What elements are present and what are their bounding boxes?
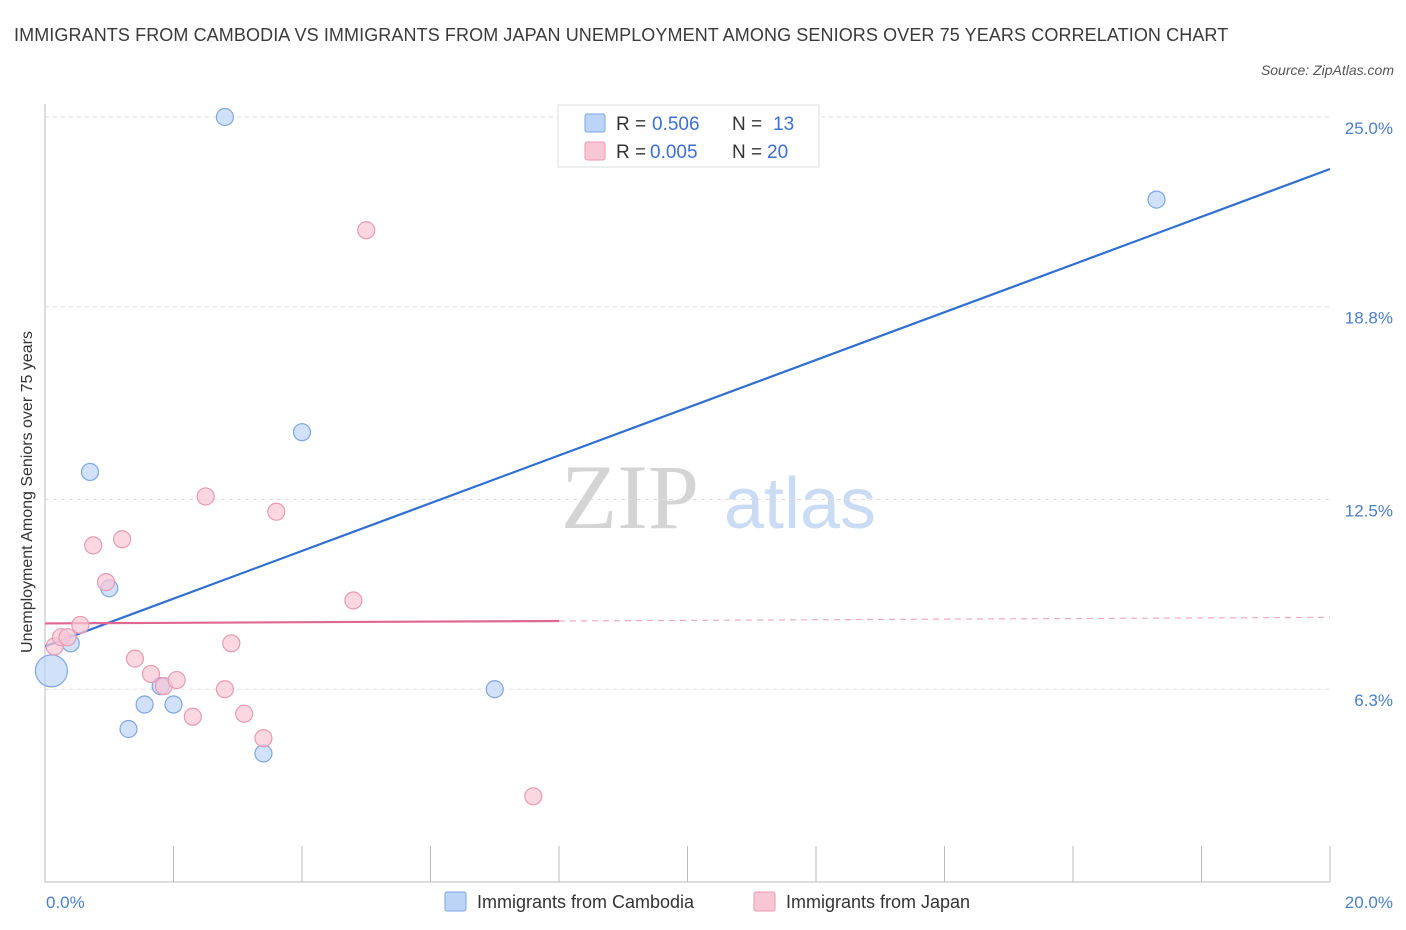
- trend-line-1-solid: [44, 619, 560, 625]
- data-point-japan-10: [167, 670, 186, 690]
- watermark-zip: ZIP: [561, 446, 699, 548]
- watermark-atlas: atlas: [724, 464, 876, 544]
- legend-n-label-japan: N =: [732, 142, 762, 163]
- legend-r-label-cambodia: R =: [616, 114, 646, 135]
- data-point-cambodia-4: [119, 719, 138, 739]
- y-tick-label-2: 18.8%: [1345, 309, 1393, 328]
- trend-lines: [44, 167, 1331, 648]
- trend-line-0: [44, 167, 1331, 648]
- y-tick-labels: 6.3% 12.5% 18.8% 25.0%: [1345, 119, 1393, 710]
- data-point-cambodia-7: [164, 695, 183, 714]
- gridlines: [45, 116, 1330, 690]
- stats-legend: R = 0.506 N = 13 R = 0.005 N = 20: [557, 104, 820, 168]
- legend-n-value-japan: 20: [767, 142, 788, 163]
- legend-swatch-japan: [584, 141, 606, 161]
- data-point-japan-17: [267, 502, 286, 521]
- trend-line-1-dashed: [558, 616, 1331, 622]
- bottom-legend-label-cambodia: Immigrants from Cambodia: [477, 892, 695, 912]
- legend-r-value-cambodia: 0.506: [652, 114, 700, 135]
- data-point-cambodia-8: [215, 107, 234, 127]
- source-label: Source: ZipAtlas.com: [1260, 62, 1394, 78]
- data-point-cambodia-10: [292, 423, 312, 442]
- bottom-legend-label-japan: Immigrants from Japan: [786, 892, 970, 912]
- data-point-japan-15: [235, 704, 254, 723]
- data-point-japan-3: [71, 615, 90, 635]
- data-point-japan-6: [112, 530, 132, 549]
- data-point-japan-7: [125, 649, 145, 668]
- data-point-japan-2: [58, 628, 77, 647]
- data-point-cambodia-11: [485, 680, 504, 699]
- y-tick-label-1: 12.5%: [1345, 502, 1393, 521]
- legend-r-value-japan: 0.005: [650, 142, 698, 163]
- data-points: [34, 107, 1166, 806]
- legend-n-label-cambodia: N =: [732, 114, 762, 135]
- bottom-legend-swatch-japan: [753, 891, 776, 912]
- data-point-japan-11: [183, 707, 202, 726]
- chart-title: IMMIGRANTS FROM CAMBODIA VS IMMIGRANTS F…: [14, 25, 1229, 45]
- data-point-cambodia-9: [254, 744, 273, 763]
- x-ticks: [173, 846, 1331, 882]
- data-point-japan-20: [524, 787, 543, 806]
- data-point-cambodia-12: [1147, 190, 1166, 209]
- bottom-legend-swatch-cambodia: [444, 891, 467, 912]
- legend-swatch-cambodia: [584, 113, 606, 133]
- data-point-japan-4: [84, 536, 103, 555]
- data-point-japan-14: [222, 634, 241, 653]
- data-point-japan-18: [344, 591, 363, 610]
- x-tick-label-min: 0.0%: [46, 893, 85, 912]
- y-tick-label-0: 6.3%: [1354, 691, 1393, 710]
- data-point-japan-13: [215, 680, 234, 699]
- data-point-japan-8: [141, 664, 161, 684]
- data-point-japan-12: [196, 487, 215, 506]
- series-legend: Immigrants from Cambodia Immigrants from…: [444, 891, 970, 912]
- data-point-cambodia-5: [135, 695, 154, 714]
- data-point-japan-19: [357, 221, 376, 240]
- data-point-cambodia-2: [80, 462, 100, 482]
- data-point-cambodia-0: [34, 654, 69, 688]
- y-tick-label-3: 25.0%: [1345, 119, 1393, 138]
- legend-n-value-cambodia: 13: [773, 114, 794, 135]
- data-point-japan-5: [96, 573, 116, 592]
- x-tick-label-max: 20.0%: [1345, 893, 1393, 912]
- legend-r-label-japan: R =: [616, 142, 646, 163]
- data-point-japan-16: [254, 729, 273, 748]
